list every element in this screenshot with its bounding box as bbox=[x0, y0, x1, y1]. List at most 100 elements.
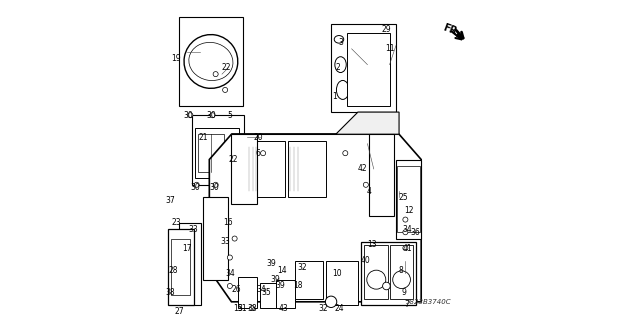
Text: 22: 22 bbox=[228, 155, 238, 164]
Text: 9: 9 bbox=[401, 288, 406, 297]
Text: 34: 34 bbox=[257, 285, 266, 294]
Text: 33: 33 bbox=[189, 225, 198, 234]
Text: 36: 36 bbox=[410, 228, 420, 237]
Text: 33: 33 bbox=[220, 237, 230, 246]
Bar bbox=[390, 245, 413, 299]
Text: 6: 6 bbox=[256, 149, 260, 158]
Text: 12: 12 bbox=[404, 206, 413, 215]
Polygon shape bbox=[168, 229, 193, 305]
Text: 5: 5 bbox=[227, 111, 232, 120]
Bar bbox=[179, 17, 243, 106]
Ellipse shape bbox=[250, 306, 255, 311]
Polygon shape bbox=[203, 197, 228, 280]
Text: 30: 30 bbox=[209, 183, 219, 192]
Text: 5823B3740C: 5823B3740C bbox=[406, 299, 452, 305]
Text: 19: 19 bbox=[172, 54, 181, 63]
Ellipse shape bbox=[403, 217, 408, 222]
Ellipse shape bbox=[189, 42, 233, 80]
Ellipse shape bbox=[188, 113, 193, 118]
Ellipse shape bbox=[210, 113, 215, 118]
Ellipse shape bbox=[227, 284, 232, 288]
Bar bbox=[247, 141, 285, 197]
Bar bbox=[331, 24, 396, 112]
Ellipse shape bbox=[213, 182, 218, 187]
Polygon shape bbox=[179, 223, 202, 305]
Text: 41: 41 bbox=[402, 243, 412, 253]
Text: 11: 11 bbox=[385, 44, 394, 53]
Text: 2: 2 bbox=[335, 63, 340, 72]
Bar bbox=[276, 280, 294, 308]
Text: 34: 34 bbox=[225, 269, 235, 278]
Polygon shape bbox=[195, 128, 239, 178]
Text: 26: 26 bbox=[232, 285, 241, 294]
Polygon shape bbox=[369, 134, 394, 216]
Polygon shape bbox=[172, 239, 190, 295]
Text: 30: 30 bbox=[190, 183, 200, 192]
Text: 37: 37 bbox=[165, 196, 175, 205]
Text: 1: 1 bbox=[332, 92, 337, 101]
Text: 29: 29 bbox=[381, 25, 391, 34]
Text: 22: 22 bbox=[222, 63, 232, 72]
Ellipse shape bbox=[367, 270, 386, 289]
Text: 30: 30 bbox=[184, 111, 194, 120]
Text: 23: 23 bbox=[172, 218, 181, 227]
Text: 20: 20 bbox=[253, 133, 263, 142]
Polygon shape bbox=[209, 134, 421, 302]
Text: FR.: FR. bbox=[441, 22, 461, 38]
Ellipse shape bbox=[335, 57, 346, 72]
Text: 43: 43 bbox=[279, 304, 289, 313]
Text: 30: 30 bbox=[206, 111, 216, 120]
Text: 39: 39 bbox=[271, 275, 280, 284]
Ellipse shape bbox=[343, 151, 348, 156]
Text: 32: 32 bbox=[298, 263, 307, 271]
Text: 31: 31 bbox=[237, 304, 247, 313]
Text: 13: 13 bbox=[367, 241, 377, 249]
Ellipse shape bbox=[393, 271, 410, 288]
Text: 17: 17 bbox=[182, 243, 192, 253]
Text: 34: 34 bbox=[402, 225, 412, 234]
Ellipse shape bbox=[213, 71, 218, 77]
Text: 40: 40 bbox=[361, 256, 371, 265]
Ellipse shape bbox=[227, 255, 232, 260]
Text: 42: 42 bbox=[358, 165, 367, 174]
Ellipse shape bbox=[184, 34, 238, 88]
Text: 27: 27 bbox=[175, 307, 184, 316]
Text: 32: 32 bbox=[318, 304, 328, 313]
Ellipse shape bbox=[223, 87, 228, 93]
Text: 3: 3 bbox=[338, 38, 343, 47]
Ellipse shape bbox=[194, 182, 199, 187]
Polygon shape bbox=[347, 33, 390, 106]
Text: 18: 18 bbox=[293, 281, 303, 291]
Text: 24: 24 bbox=[334, 304, 344, 313]
Text: 25: 25 bbox=[399, 193, 408, 202]
Text: 8: 8 bbox=[398, 266, 403, 275]
Ellipse shape bbox=[337, 80, 349, 100]
Bar bbox=[232, 134, 257, 204]
Ellipse shape bbox=[232, 236, 237, 241]
Text: 39: 39 bbox=[266, 259, 276, 268]
Polygon shape bbox=[396, 160, 421, 239]
Text: 4: 4 bbox=[367, 187, 371, 196]
Ellipse shape bbox=[403, 230, 408, 235]
Polygon shape bbox=[397, 166, 420, 232]
Bar bbox=[289, 141, 326, 197]
Ellipse shape bbox=[325, 296, 337, 308]
Text: 21: 21 bbox=[198, 133, 208, 142]
Bar bbox=[326, 261, 358, 305]
Text: 10: 10 bbox=[333, 269, 342, 278]
Bar bbox=[260, 283, 276, 308]
Polygon shape bbox=[198, 134, 223, 172]
Text: 7: 7 bbox=[404, 300, 410, 309]
Text: 38: 38 bbox=[247, 304, 257, 313]
Ellipse shape bbox=[403, 246, 408, 250]
Ellipse shape bbox=[364, 182, 369, 187]
Bar bbox=[294, 261, 323, 299]
Bar bbox=[238, 277, 257, 308]
Text: 35: 35 bbox=[261, 288, 271, 297]
Ellipse shape bbox=[334, 35, 344, 43]
Bar bbox=[192, 115, 244, 185]
Bar bbox=[361, 242, 417, 305]
Text: 39: 39 bbox=[276, 281, 285, 291]
Text: 14: 14 bbox=[277, 266, 287, 275]
Ellipse shape bbox=[383, 282, 390, 290]
